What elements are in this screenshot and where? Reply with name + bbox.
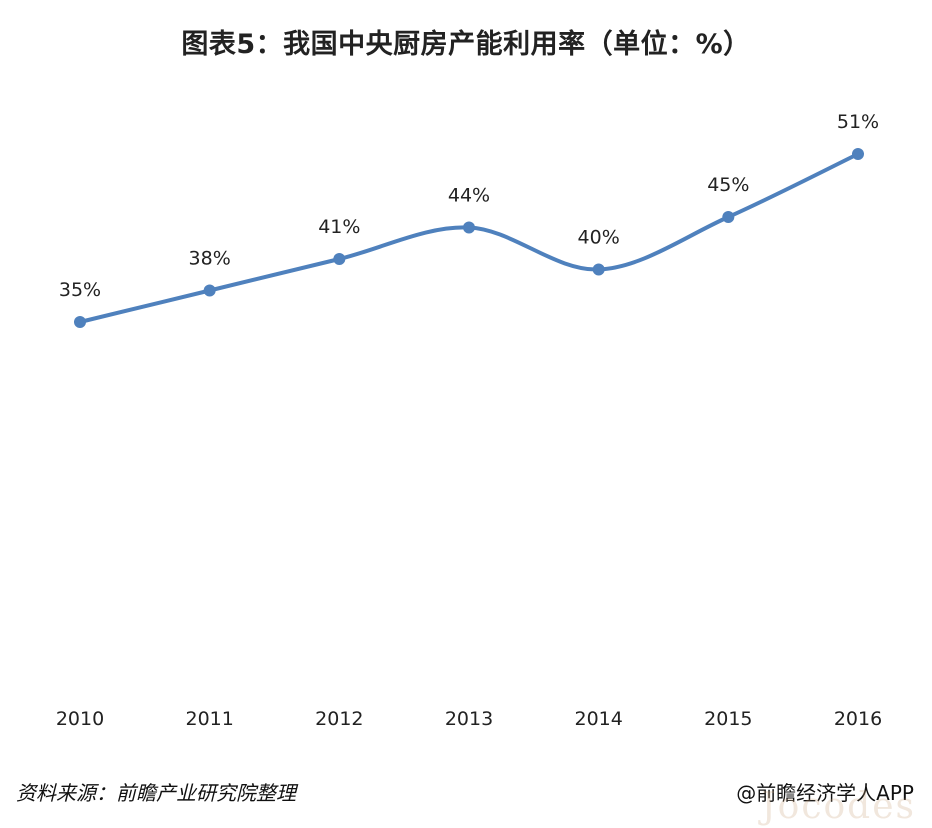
x-tick-label-2015: 2015 <box>704 708 752 730</box>
x-tick-label-2014: 2014 <box>574 708 622 730</box>
data-label-2011: 38% <box>189 248 231 270</box>
x-tick-label-2012: 2012 <box>315 708 363 730</box>
data-label-2015: 45% <box>707 174 749 196</box>
data-label-2010: 35% <box>59 279 101 301</box>
data-point-2014 <box>592 263 605 276</box>
data-label-2016: 51% <box>837 111 879 133</box>
data-point-2016 <box>852 148 864 160</box>
x-tick-label-2011: 2011 <box>185 708 233 730</box>
x-tick-label-2016: 2016 <box>834 708 882 730</box>
data-point-2012 <box>333 253 346 265</box>
data-label-2013: 44% <box>448 185 490 207</box>
data-point-2011 <box>203 284 216 297</box>
watermark: Jocodes <box>761 786 916 827</box>
chart-title: 图表5：我国中央厨房产能利用率（单位：%） <box>181 29 751 60</box>
data-point-2015 <box>722 211 735 223</box>
brand-credit: @前瞻经济学人APP <box>736 781 914 805</box>
data-point-2010 <box>74 316 86 328</box>
data-label-2012: 41% <box>318 216 360 238</box>
data-label-2014: 40% <box>578 227 620 249</box>
x-tick-label-2013: 2013 <box>445 708 493 730</box>
x-tick-label-2010: 2010 <box>56 708 104 730</box>
source-note: 资料来源：前瞻产业研究院整理 <box>16 781 296 805</box>
data-point-2013 <box>463 221 475 234</box>
